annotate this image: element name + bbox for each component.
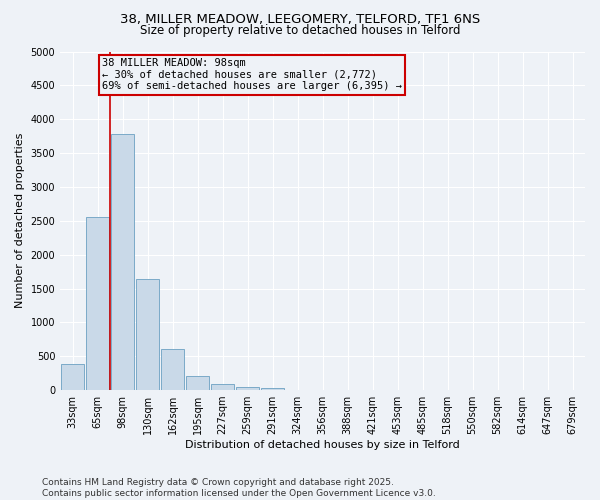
Text: 38, MILLER MEADOW, LEEGOMERY, TELFORD, TF1 6NS: 38, MILLER MEADOW, LEEGOMERY, TELFORD, T… [120, 12, 480, 26]
Bar [136, 279, 159, 390]
Bar [161, 349, 184, 390]
X-axis label: Distribution of detached houses by size in Telford: Distribution of detached houses by size … [185, 440, 460, 450]
Bar [112, 134, 134, 390]
Bar [61, 364, 84, 390]
Bar [86, 218, 109, 390]
Bar [211, 384, 234, 390]
Text: 38 MILLER MEADOW: 98sqm
← 30% of detached houses are smaller (2,772)
69% of semi: 38 MILLER MEADOW: 98sqm ← 30% of detache… [102, 58, 402, 92]
Text: Size of property relative to detached houses in Telford: Size of property relative to detached ho… [140, 24, 460, 37]
Bar [236, 386, 259, 390]
Bar [262, 388, 284, 390]
Text: Contains HM Land Registry data © Crown copyright and database right 2025.
Contai: Contains HM Land Registry data © Crown c… [42, 478, 436, 498]
Y-axis label: Number of detached properties: Number of detached properties [15, 133, 25, 308]
Bar [187, 376, 209, 390]
